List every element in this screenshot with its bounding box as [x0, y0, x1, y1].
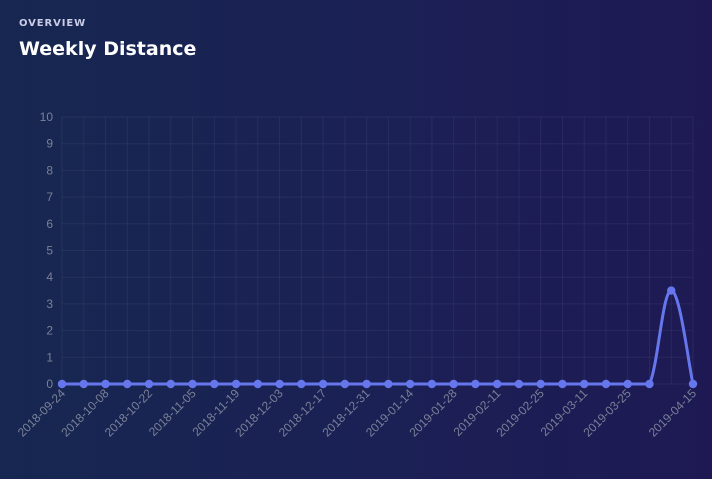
data-point: [405, 379, 415, 389]
data-point: [449, 379, 458, 389]
data-point: [297, 379, 306, 389]
x-tick-label: 2019-04-15: [646, 386, 700, 440]
data-point: [471, 379, 480, 389]
data-point: [558, 379, 567, 389]
section-overline: OVERVIEW: [19, 18, 87, 29]
series-line: [61, 289, 695, 386]
data-point: [492, 379, 502, 389]
data-point: [536, 379, 545, 389]
y-tick-label: 9: [46, 137, 53, 151]
data-point: [210, 379, 219, 389]
data-point: [340, 379, 350, 389]
y-tick-label: 2: [46, 324, 53, 338]
data-point: [188, 379, 197, 389]
x-tick-label: 2019-03-25: [581, 386, 635, 440]
data-point: [623, 379, 632, 389]
data-point: [231, 379, 241, 389]
data-point: [275, 379, 284, 389]
data-point: [384, 379, 393, 389]
data-point: [318, 379, 328, 389]
data-point: [514, 379, 524, 389]
y-tick-label: 3: [46, 297, 53, 311]
data-point: [123, 379, 132, 389]
data-point: [166, 379, 175, 389]
y-tick-label: 4: [46, 270, 53, 284]
data-point: [101, 379, 110, 389]
y-tick-label: 10: [40, 110, 54, 124]
data-point: [362, 379, 371, 389]
data-point: [79, 379, 88, 389]
x-axis-ticks: 2018-09-242018-10-082018-10-222018-11-05…: [15, 386, 700, 440]
data-point: [667, 286, 676, 295]
y-tick-label: 1: [46, 350, 53, 364]
y-tick-label: 7: [46, 190, 53, 204]
data-point: [57, 379, 67, 389]
y-tick-label: 6: [46, 217, 53, 231]
y-tick-label: 0: [46, 377, 53, 391]
data-point: [427, 379, 437, 389]
data-points: [57, 286, 698, 389]
data-point: [253, 379, 263, 389]
data-point: [688, 379, 698, 389]
grid-layer: [61, 116, 694, 385]
y-axis-ticks: 0 1 2 3 4 5 6 7 8 9 10: [40, 110, 54, 391]
y-tick-label: 8: [46, 163, 53, 177]
y-tick-label: 5: [46, 244, 53, 258]
data-point: [601, 379, 611, 389]
data-point: [580, 379, 589, 389]
card-header: OVERVIEW Weekly Distance: [19, 17, 196, 61]
data-point: [645, 379, 654, 389]
data-point: [144, 379, 154, 389]
chart-title: Weekly Distance: [19, 38, 197, 60]
